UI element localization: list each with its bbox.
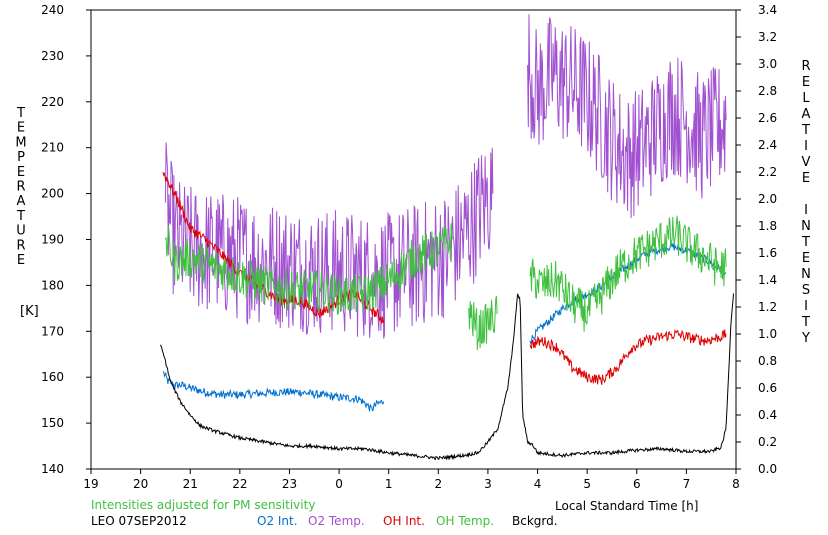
sensitivity-note: Intensities adjusted for PM sensitivity [91,498,315,512]
right-tick-label: 0.8 [758,354,777,368]
series-line-bckgrd [160,292,734,461]
x-tick-label: 3 [484,477,492,491]
x-tick-label: 4 [534,477,542,491]
series-line-oh-temp [467,295,499,351]
right-tick-label: 3.0 [758,57,777,71]
right-tick-label: 0.4 [758,408,777,422]
x-tick-label: 23 [282,477,297,491]
right-tick-label: 2.2 [758,165,777,179]
x-tick-label: 22 [232,477,247,491]
x-axis-ticks: 19 20 21 22 23 0 1 2 3 4 5 6 7 8 [83,469,740,491]
legend: O2 Int. O2 Temp. OH Int. OH Temp. Bckgrd. [257,514,558,528]
left-axis-unit: [K] [20,304,39,319]
right-tick-label: 0.6 [758,381,777,395]
right-tick-label: 2.8 [758,84,777,98]
right-tick-label: 2.0 [758,192,777,206]
left-tick-label: 200 [41,187,64,201]
x-tick-label: 8 [732,477,740,491]
series-lines [160,14,734,461]
left-tick-label: 160 [41,370,64,384]
right-tick-label: 1.2 [758,300,777,314]
x-tick-label: 5 [583,477,591,491]
left-tick-label: 210 [41,141,64,155]
x-tick-label: 2 [434,477,442,491]
station-label: LEO 07SEP2012 [91,514,187,528]
right-axis-ticks: 0.0 0.2 0.4 0.6 0.8 1.0 1.2 1.4 1.6 1.8 2.0 2.2 2.4 2… [736,3,777,476]
series-line-o2-temp [164,142,494,339]
left-tick-label: 220 [41,95,64,109]
left-tick-label: 230 [41,49,64,63]
x-tick-label: 6 [633,477,641,491]
right-tick-label: 0.0 [758,462,777,476]
series-line-oh-temp [529,215,727,332]
x-tick-label: 7 [683,477,691,491]
left-tick-label: 180 [41,278,64,292]
right-tick-label: 1.6 [758,246,777,260]
x-axis-title: Local Standard Time [h] [555,499,698,513]
legend-entry: O2 Temp. [308,514,365,528]
legend-entry: OH Int. [383,514,425,528]
left-tick-label: 190 [41,233,64,247]
right-tick-label: 2.6 [758,111,777,125]
x-tick-label: 19 [83,477,98,491]
series-line-oh-temp [164,223,454,315]
legend-entry: Bckgrd. [512,514,558,528]
right-tick-label: 2.4 [758,138,777,152]
x-tick-label: 20 [133,477,148,491]
left-axis-ticks: 140 150 160 170 180 190 200 210 220 230 240 [41,3,91,476]
left-tick-label: 240 [41,3,64,17]
right-tick-label: 0.2 [758,435,777,449]
x-tick-label: 0 [335,477,343,491]
series-line-o2-temp [527,14,727,219]
x-tick-label: 1 [385,477,393,491]
series-line-o2-int [162,371,385,412]
right-tick-label: 3.4 [758,3,777,17]
legend-entry: OH Temp. [436,514,494,528]
right-tick-label: 1.0 [758,327,777,341]
right-tick-label: 3.2 [758,30,777,44]
legend-entry: O2 Int. [257,514,298,528]
right-tick-label: 1.8 [758,219,777,233]
right-tick-label: 1.4 [758,273,777,287]
x-tick-label: 21 [183,477,198,491]
left-tick-label: 170 [41,324,64,338]
left-tick-label: 140 [41,462,64,476]
left-tick-label: 150 [41,416,64,430]
series-line-oh-int [529,328,727,385]
